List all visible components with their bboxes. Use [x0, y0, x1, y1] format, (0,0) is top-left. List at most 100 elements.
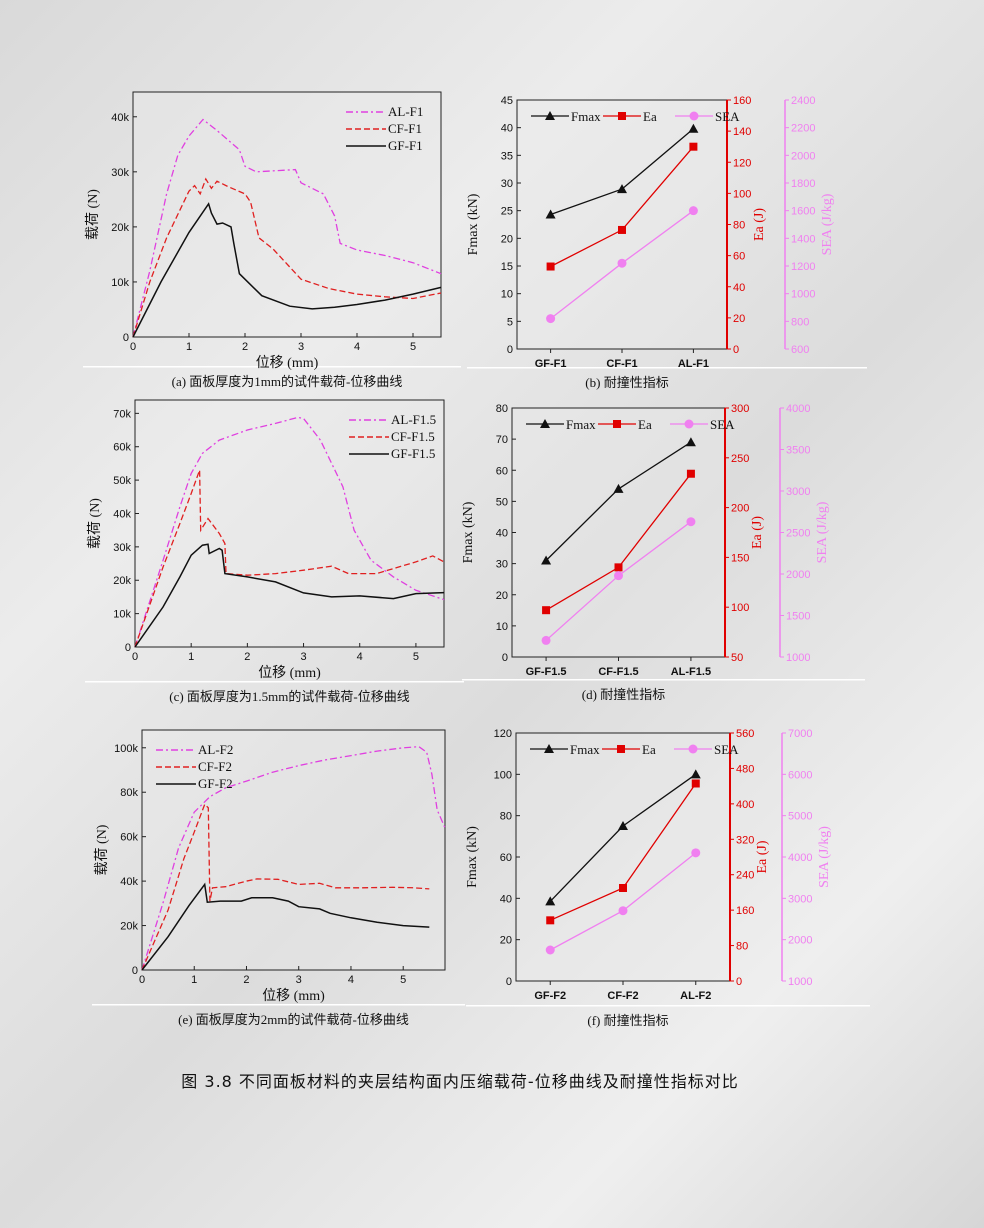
category-label: CF-F2: [607, 990, 638, 1002]
y-tick-label: 25: [501, 206, 513, 218]
y-tick-label-SEA: 7000: [788, 728, 812, 740]
x-tick-label: 1: [186, 341, 192, 353]
marker-Ea: [619, 884, 627, 892]
y-tick-label: 10k: [111, 277, 129, 289]
y-tick-label: 30k: [111, 167, 129, 179]
y-tick-label: 30: [496, 559, 508, 571]
marker-SEA: [691, 848, 701, 858]
legend-label: Ea: [638, 417, 652, 432]
axis-title-Ea: Ea (J): [750, 516, 765, 549]
x-tick-label: 3: [296, 974, 302, 986]
marker-Ea: [546, 262, 555, 271]
y-tick-label-SEA: 2000: [788, 935, 812, 947]
axis-title-Fmax: Fmax (kN): [465, 826, 480, 888]
y-tick-label-SEA: 1000: [786, 652, 810, 664]
y-axis-title: 载荷 (N): [85, 189, 101, 240]
y-tick-label-SEA: 1400: [791, 233, 815, 245]
caption-rule: [83, 366, 461, 368]
legend-marker: [688, 744, 698, 754]
y-tick-label: 80: [496, 403, 508, 415]
y-tick-label: 70k: [113, 408, 131, 420]
y-tick-label: 0: [506, 976, 512, 988]
marker-SEA: [546, 314, 556, 324]
y-tick-label: 70: [496, 434, 508, 446]
y-tick-label: 20k: [120, 921, 138, 933]
y-tick-label: 35: [501, 150, 513, 162]
plot-frame: [141, 729, 446, 971]
y-tick-label: 20k: [113, 575, 131, 587]
y-tick-label-Ea: 100: [733, 188, 751, 200]
y-tick-label: 30k: [113, 542, 131, 554]
y-tick-label: 40: [501, 123, 513, 135]
y-tick-label-Ea: 140: [733, 126, 751, 138]
y-tick-label: 50: [496, 496, 508, 508]
legend-label: GF-F1.5: [391, 446, 435, 461]
y-tick-label: 60k: [120, 832, 138, 844]
y-tick-label-Ea: 160: [736, 905, 754, 917]
y-tick-label: 40k: [120, 876, 138, 888]
y-tick-label-SEA: 1000: [791, 289, 815, 301]
x-tick-label: 4: [354, 341, 360, 353]
legend-marker: [540, 419, 550, 428]
x-tick-label: 0: [130, 341, 136, 353]
marker-Fmax: [613, 483, 624, 493]
y-tick-label-Ea: 240: [736, 870, 754, 882]
chart-c: (c) 面板厚度为1.5mm的试件载荷-位移曲线 0 1 2 3 4 5 0 10k 20k 30k…: [85, 399, 464, 704]
marker-SEA: [688, 206, 698, 216]
x-tick-label: 0: [139, 974, 145, 986]
chart-caption: (a) 面板厚度为1mm的试件载荷-位移曲线: [172, 374, 403, 389]
y-tick-label-SEA: 1200: [791, 261, 815, 273]
x-tick-label: 1: [191, 974, 197, 986]
y-tick-label: 45: [501, 95, 513, 107]
axis-title-SEA: SEA (J/kg): [815, 501, 830, 563]
y-tick-label-SEA: 2400: [791, 95, 815, 107]
legend-label: Fmax: [571, 109, 601, 124]
series-line-GF-F1: [132, 202, 442, 338]
caption-rule: [466, 1005, 870, 1007]
legend-label: Fmax: [566, 417, 596, 432]
marker-Fmax: [545, 896, 556, 906]
y-tick-label-SEA: 2500: [786, 528, 810, 540]
y-tick-label-Ea: 0: [733, 344, 739, 356]
chart-caption: (f) 耐撞性指标: [587, 1013, 668, 1028]
axis-title-SEA: SEA (J/kg): [820, 193, 835, 255]
chart-e: (e) 面板厚度为2mm的试件载荷-位移曲线 0 1 2 3 4 5 0 20k 40k 60k 80…: [92, 729, 465, 1027]
series-line-AL-F2: [141, 746, 446, 971]
marker-SEA: [545, 945, 555, 955]
marker-SEA: [686, 517, 696, 527]
y-tick-label-SEA: 1000: [788, 976, 812, 988]
y-tick-label-Ea: 480: [736, 763, 754, 775]
y-tick-label: 10k: [113, 609, 131, 621]
x-axis-title: 位移 (mm): [262, 988, 325, 1004]
legend-label: GF-F1: [388, 138, 423, 153]
legend-label: AL-F2: [198, 742, 233, 757]
y-tick-label-SEA: 3000: [788, 893, 812, 905]
category-label: AL-F1.5: [671, 666, 711, 678]
x-tick-label: 1: [188, 651, 194, 663]
y-tick-label-Ea: 160: [733, 95, 751, 107]
legend-label: AL-F1.5: [391, 412, 436, 427]
x-tick-label: 5: [413, 651, 419, 663]
series-line-AL-F1.5: [134, 416, 445, 648]
axis-title-SEA: SEA (J/kg): [817, 826, 832, 888]
x-tick-label: 5: [410, 341, 416, 353]
marker-Fmax: [690, 769, 701, 779]
y-tick-label-Ea: 0: [736, 976, 742, 988]
y-tick-label-Ea: 250: [731, 453, 749, 465]
legend-marker: [544, 744, 554, 753]
x-tick-label: 2: [243, 974, 249, 986]
y-tick-label: 0: [502, 652, 508, 664]
series-line-GF-F1.5: [134, 543, 445, 648]
y-tick-label-Ea: 150: [731, 552, 749, 564]
chart-b: (b) 耐撞性指标 GF-F1 CF-F1 AL-F1 0 5 10 15 20 25 30 35 40…: [466, 95, 867, 390]
y-tick-label-Ea: 320: [736, 834, 754, 846]
y-tick-label-SEA: 1800: [791, 178, 815, 190]
marker-Fmax: [688, 123, 699, 133]
axis-title-Fmax: Fmax (kN): [466, 193, 481, 255]
y-tick-label-Ea: 300: [731, 403, 749, 415]
y-tick-label-Ea: 80: [733, 220, 745, 232]
marker-SEA: [614, 571, 623, 581]
category-label: AL-F2: [680, 990, 711, 1002]
plot-frame: [511, 407, 726, 658]
